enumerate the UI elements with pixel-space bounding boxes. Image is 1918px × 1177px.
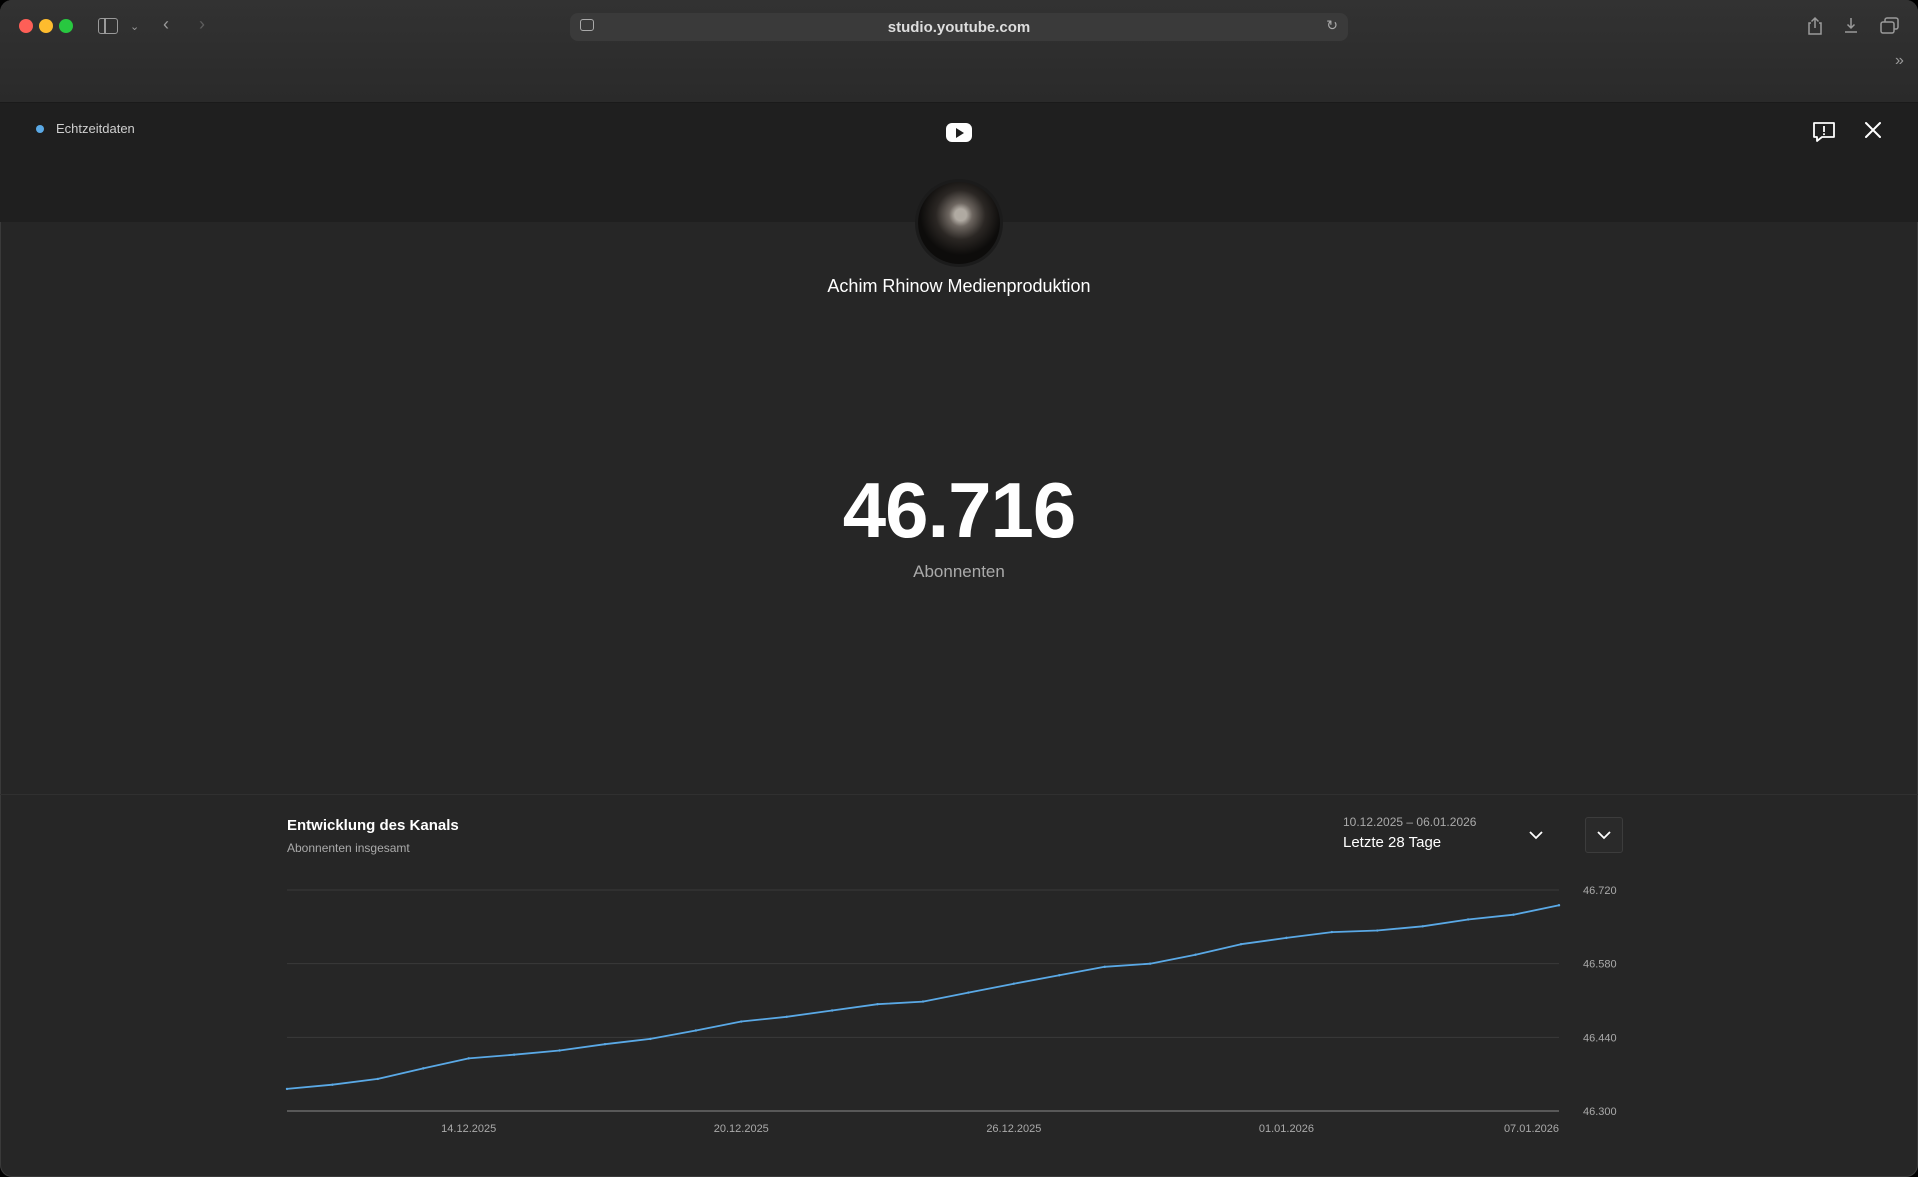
data-point xyxy=(1103,965,1106,969)
more-chevrons-icon[interactable]: » xyxy=(1895,52,1904,69)
data-point xyxy=(1421,925,1424,928)
chart-subtitle: Abonnenten insgesamt xyxy=(287,841,410,855)
x-tick-label: 01.01.2026 xyxy=(1259,1123,1314,1135)
url-text: studio.youtube.com xyxy=(887,19,1031,36)
x-tick-label: 14.12.2025 xyxy=(441,1123,496,1135)
minimize-window-button[interactable] xyxy=(39,19,53,33)
x-tick-label: 26.12.2025 xyxy=(986,1123,1041,1135)
data-point xyxy=(740,1020,743,1023)
range-selector-label[interactable]: Letzte 28 Tage xyxy=(1343,834,1442,851)
data-point xyxy=(649,1037,652,1041)
forward-icon[interactable]: › xyxy=(199,14,205,34)
feedback-icon[interactable] xyxy=(1812,121,1836,143)
chevron-down-icon xyxy=(1597,831,1611,840)
data-point xyxy=(1285,936,1288,940)
data-point xyxy=(1148,962,1152,965)
realtime-label: Echtzeitdaten xyxy=(56,121,135,136)
realtime-indicator-dot xyxy=(36,125,44,133)
data-point xyxy=(285,1087,289,1091)
data-point xyxy=(603,1042,607,1046)
share-icon[interactable] xyxy=(1806,16,1824,36)
y-tick-label: 46.580 xyxy=(1583,959,1617,971)
chart-title: Entwicklung des Kanals xyxy=(287,817,459,834)
data-point xyxy=(376,1077,380,1081)
reload-icon[interactable]: ↻ xyxy=(1326,17,1338,33)
data-point xyxy=(512,1053,516,1056)
browser-toolbar: ⌄ ‹ › studio.youtube.com ↻ » xyxy=(0,0,1918,103)
channel-avatar xyxy=(918,182,1000,264)
data-point xyxy=(1376,929,1379,932)
tabs-overview-icon[interactable] xyxy=(1880,17,1900,35)
date-range: 10.12.2025 – 06.01.2026 xyxy=(1343,815,1477,829)
data-point xyxy=(1058,974,1061,977)
back-icon[interactable]: ‹ xyxy=(163,14,169,34)
data-point xyxy=(422,1067,425,1070)
data-point xyxy=(1557,904,1561,907)
data-point xyxy=(1330,930,1334,934)
chevron-down-icon[interactable] xyxy=(1527,826,1545,844)
expand-chart-button[interactable] xyxy=(1585,817,1623,853)
subscriber-series-line xyxy=(286,904,1560,1090)
data-point xyxy=(785,1015,788,1019)
close-icon[interactable] xyxy=(1862,119,1884,141)
subscriber-count: 46.716 xyxy=(842,466,1077,554)
subscriber-label: Abonnenten xyxy=(913,562,1005,581)
y-tick-label: 46.440 xyxy=(1583,1032,1617,1044)
close-window-button[interactable] xyxy=(19,19,33,33)
data-point xyxy=(921,1000,925,1003)
y-tick-label: 46.720 xyxy=(1583,885,1617,897)
data-point xyxy=(1012,982,1016,985)
data-point xyxy=(876,1002,879,1006)
address-bar[interactable]: studio.youtube.com ↻ xyxy=(570,13,1348,41)
data-point xyxy=(558,1049,561,1052)
download-icon[interactable] xyxy=(1842,16,1860,36)
data-point xyxy=(1512,913,1515,916)
data-point xyxy=(1466,918,1470,921)
y-tick-label: 46.300 xyxy=(1583,1106,1617,1118)
zoom-window-button[interactable] xyxy=(59,19,73,33)
data-point xyxy=(694,1029,698,1032)
data-point xyxy=(331,1083,334,1086)
sidebar-icon[interactable] xyxy=(98,18,118,34)
page-settings-icon[interactable] xyxy=(580,19,594,31)
x-tick-label: 07.01.2026 xyxy=(1504,1123,1559,1135)
data-point xyxy=(467,1057,470,1060)
youtube-logo-icon xyxy=(946,123,972,142)
section-divider xyxy=(0,794,1918,795)
data-point xyxy=(1194,953,1197,956)
data-point xyxy=(967,991,970,994)
x-tick-label: 20.12.2025 xyxy=(714,1123,769,1135)
data-point xyxy=(1239,942,1243,946)
data-point xyxy=(830,1009,834,1012)
channel-name: Achim Rhinow Medienproduktion xyxy=(827,276,1091,296)
chevron-down-icon[interactable]: ⌄ xyxy=(130,21,140,33)
